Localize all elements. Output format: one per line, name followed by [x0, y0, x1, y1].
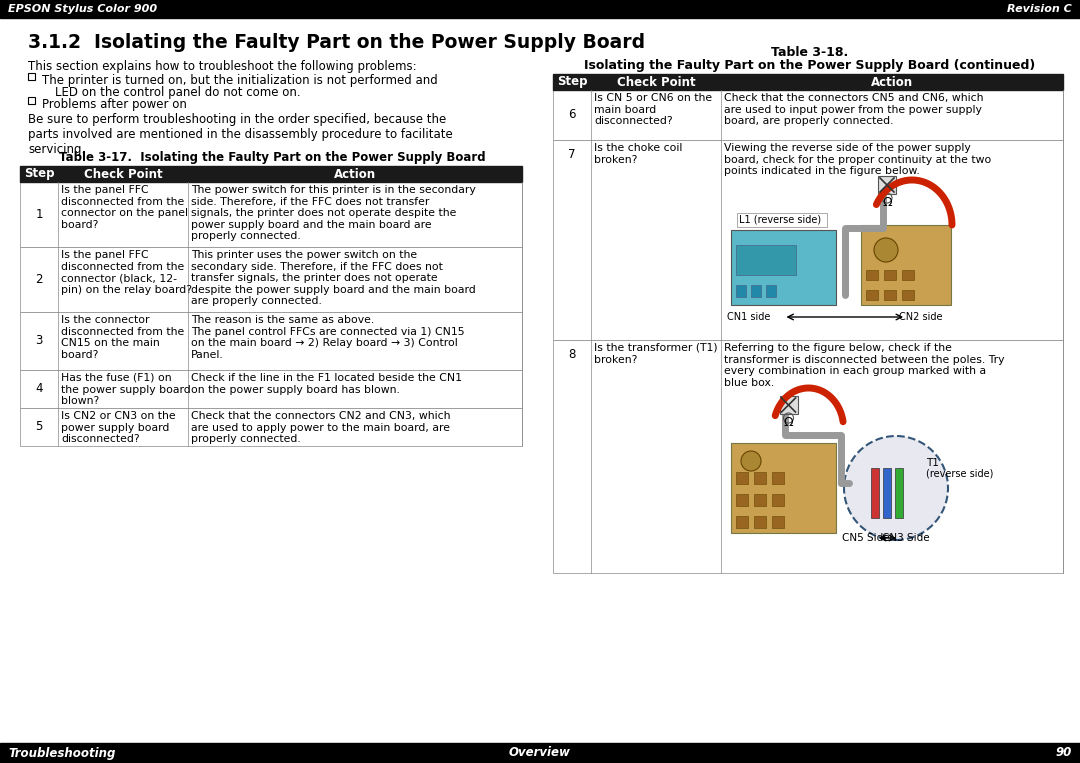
Bar [878, 176, 896, 194]
Text: 3.1.2  Isolating the Faulty Part on the Power Supply Board: 3.1.2 Isolating the Faulty Part on the P… [28, 34, 645, 53]
Text: Check that the connectors CN2 and CN3, which
are used to apply power to the main: Check that the connectors CN2 and CN3, w… [191, 411, 450, 444]
Bar [735, 472, 748, 484]
Text: Problems after power on: Problems after power on [42, 98, 187, 111]
Text: Viewing the reverse side of the power supply
board, check for the proper continu: Viewing the reverse side of the power su… [724, 143, 991, 176]
Text: 4: 4 [36, 382, 43, 395]
Bar [766, 285, 777, 297]
Bar [737, 213, 827, 227]
Text: Step: Step [24, 168, 54, 181]
Circle shape [874, 238, 897, 262]
Text: Is the choke coil
broken?: Is the choke coil broken? [594, 143, 683, 165]
Bar [28, 73, 35, 80]
Text: Check Point: Check Point [617, 76, 696, 89]
Text: Check if the line in the F1 located beside the CN1
on the power supply board has: Check if the line in the F1 located besi… [191, 373, 462, 394]
Text: Step: Step [557, 76, 588, 89]
Text: T1: T1 [926, 458, 939, 468]
Text: CN3 Side: CN3 Side [882, 533, 930, 543]
Text: LED on the control panel do not come on.: LED on the control panel do not come on. [55, 86, 300, 99]
Text: CN2 side: CN2 side [900, 312, 943, 322]
Text: 90: 90 [1056, 746, 1072, 759]
Bar [735, 285, 746, 297]
Text: Ω: Ω [784, 416, 794, 429]
Text: Action: Action [870, 76, 913, 89]
Text: CN1 side: CN1 side [727, 312, 770, 322]
Text: Has the fuse (F1) on
the power supply board
blown?: Has the fuse (F1) on the power supply bo… [60, 373, 191, 406]
Bar [21, 312, 522, 370]
Bar [553, 90, 1063, 140]
Text: Is the panel FFC
disconnected from the
connector (black, 12-
pin) on the relay b: Is the panel FFC disconnected from the c… [60, 250, 192, 295]
Text: The printer is turned on, but the initialization is not performed and: The printer is turned on, but the initia… [42, 74, 437, 87]
Text: This printer uses the power switch on the
secondary side. Therefore, if the FFC : This printer uses the power switch on th… [191, 250, 476, 307]
Text: Is the connector
disconnected from the
CN15 on the main
board?: Is the connector disconnected from the C… [60, 315, 185, 360]
Bar [731, 230, 836, 305]
Text: The power switch for this printer is in the secondary
side. Therefore, if the FF: The power switch for this printer is in … [191, 185, 476, 241]
Text: EPSON Stylus Color 900: EPSON Stylus Color 900 [8, 4, 157, 14]
Bar [866, 270, 878, 280]
Text: 7: 7 [568, 149, 576, 162]
Bar [21, 166, 522, 182]
Text: CN5 Side: CN5 Side [842, 533, 890, 543]
Text: 3: 3 [36, 334, 43, 347]
Bar [885, 290, 896, 300]
Text: Table 3-17.  Isolating the Faulty Part on the Power Supply Board: Table 3-17. Isolating the Faulty Part on… [58, 150, 485, 163]
Text: This section explains how to troubleshoot the following problems:: This section explains how to troubleshoo… [28, 60, 417, 73]
Bar [21, 182, 522, 247]
Circle shape [741, 451, 761, 471]
Bar [866, 290, 878, 300]
Bar [754, 472, 766, 484]
Text: 6: 6 [568, 108, 576, 121]
Bar [754, 494, 766, 506]
Bar [553, 140, 1063, 340]
Bar [0, 743, 1080, 763]
Bar [731, 443, 836, 533]
Bar [772, 516, 784, 528]
Text: L1 (reverse side): L1 (reverse side) [739, 215, 821, 225]
Text: Action: Action [334, 168, 376, 181]
Text: 1: 1 [36, 208, 43, 221]
Bar [895, 468, 903, 518]
Bar [772, 494, 784, 506]
Bar [870, 468, 879, 518]
Bar [735, 245, 796, 275]
Bar [553, 74, 1063, 90]
Text: 5: 5 [36, 420, 43, 433]
Text: Check that the connectors CN5 and CN6, which
are used to input power from the po: Check that the connectors CN5 and CN6, w… [724, 93, 984, 126]
Bar [883, 468, 891, 518]
Bar [28, 97, 35, 104]
Bar [751, 285, 761, 297]
Bar [861, 225, 951, 305]
Text: Troubleshooting: Troubleshooting [8, 746, 116, 759]
Circle shape [843, 436, 948, 540]
Text: Ω: Ω [882, 195, 892, 208]
Text: 8: 8 [568, 349, 576, 362]
Text: Referring to the figure below, check if the
transformer is disconnected between : Referring to the figure below, check if … [724, 343, 1004, 388]
Bar [21, 247, 522, 312]
Text: Revision C: Revision C [1008, 4, 1072, 14]
Text: Table 3-18.: Table 3-18. [771, 47, 849, 60]
Text: Is the transformer (T1)
broken?: Is the transformer (T1) broken? [594, 343, 717, 365]
Text: Is CN 5 or CN6 on the
main board
disconnected?: Is CN 5 or CN6 on the main board disconn… [594, 93, 712, 126]
Text: (reverse side): (reverse side) [926, 469, 994, 479]
Text: Overview: Overview [509, 746, 571, 759]
Bar [902, 270, 914, 280]
Text: 2: 2 [36, 273, 43, 286]
Text: Be sure to perform troubleshooting in the order specified, because the
parts inv: Be sure to perform troubleshooting in th… [28, 113, 453, 156]
Bar [0, 0, 1080, 18]
Bar [885, 270, 896, 280]
Bar [553, 340, 1063, 573]
Bar [772, 472, 784, 484]
Text: The reason is the same as above.
The panel control FFCs are connected via 1) CN1: The reason is the same as above. The pan… [191, 315, 464, 360]
Bar [21, 370, 522, 408]
Text: Is the panel FFC
disconnected from the
connector on the panel
board?: Is the panel FFC disconnected from the c… [60, 185, 188, 230]
Text: Is CN2 or CN3 on the
power supply board
disconnected?: Is CN2 or CN3 on the power supply board … [60, 411, 176, 444]
Text: Isolating the Faulty Part on the Power Supply Board (continued): Isolating the Faulty Part on the Power S… [584, 59, 1036, 72]
Bar [780, 396, 797, 414]
Bar [21, 408, 522, 446]
Bar [735, 494, 748, 506]
Bar [754, 516, 766, 528]
Text: Check Point: Check Point [83, 168, 162, 181]
Bar [735, 516, 748, 528]
Bar [902, 290, 914, 300]
